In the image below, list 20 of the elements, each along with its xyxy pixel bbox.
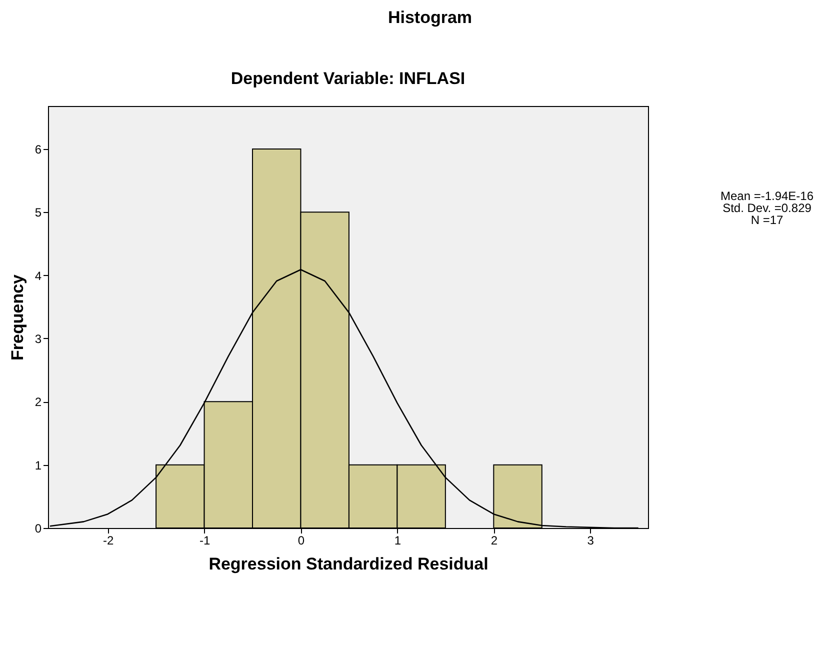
y-tick-label: 6 (34, 142, 42, 156)
text: Std. Dev. =0.829 (722, 201, 812, 215)
y-tick-label: 4 (34, 268, 42, 283)
y-tick-label: 5 (34, 206, 42, 220)
x-tick-label: 3 (587, 534, 594, 548)
chart-title: Histogram (386, 8, 474, 28)
text: Mean =-1.94E-16 (719, 189, 815, 203)
chart-subtitle: Dependent Variable: INFLASI (230, 69, 466, 88)
y-tick-label: 0 (34, 522, 42, 536)
y-tick-label: 3 (34, 332, 42, 346)
x-axis-title: Regression Standardized Residual (208, 554, 488, 574)
x-tick-label: 1 (394, 534, 402, 548)
y-tick-label: 1 (34, 458, 42, 472)
x-tick-label: -1 (199, 534, 210, 548)
y-axis-title: Frequency (8, 274, 27, 360)
x-tick-label: 2 (490, 534, 498, 548)
text: N =17 (750, 213, 784, 227)
x-tick-label: -2 (102, 534, 114, 548)
y-tick-label: 2 (34, 395, 42, 410)
x-tick-label: 0 (298, 534, 305, 548)
